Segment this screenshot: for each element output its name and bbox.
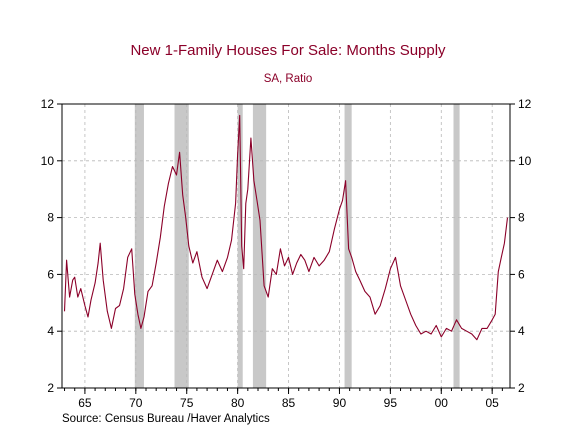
- y-tick-label: 12: [41, 97, 55, 111]
- x-tick-label: 85: [282, 396, 296, 410]
- x-tick-label: 05: [486, 396, 500, 410]
- x-axis: 65 70 75 80 85 90 95 00 05: [64, 388, 503, 410]
- recession-band: [252, 104, 267, 388]
- source-note: Source: Census Bureau /Haver Analytics: [62, 413, 270, 425]
- y-tick-label: 10: [41, 154, 55, 168]
- x-tick-label: 95: [384, 396, 398, 410]
- x-tick-label: 00: [435, 396, 449, 410]
- y-tick-label: 4: [47, 324, 54, 338]
- x-tick-label: 70: [129, 396, 143, 410]
- y-tick-label: 8: [47, 211, 54, 225]
- y-axis-left: 2 4 6 8 10 12: [41, 97, 62, 395]
- x-tick-label: 90: [333, 396, 347, 410]
- y-tick-label: 12: [518, 97, 532, 111]
- y-tick-label: 2: [518, 381, 525, 395]
- y-tick-label: 10: [518, 154, 532, 168]
- x-tick-label: 65: [78, 396, 92, 410]
- y-tick-label: 6: [47, 267, 54, 281]
- y-axis-right: 2 4 6 8 10 12: [510, 97, 532, 395]
- y-tick-label: 6: [518, 267, 525, 281]
- recession-band: [174, 104, 189, 388]
- series-line: [63, 114, 509, 341]
- chart-title: New 1-Family Houses For Sale: Months Sup…: [130, 42, 446, 59]
- recession-bands: [134, 104, 460, 388]
- x-tick-label: 75: [180, 396, 194, 410]
- y-tick-label: 2: [47, 381, 54, 395]
- recession-band: [134, 104, 144, 388]
- gridlines: [62, 104, 510, 388]
- chart-subtitle: SA, Ratio: [264, 73, 313, 85]
- plot-frame: [61, 103, 511, 389]
- recession-band: [453, 104, 460, 388]
- y-tick-label: 8: [518, 211, 525, 225]
- y-tick-label: 4: [518, 324, 525, 338]
- x-tick-label: 80: [231, 396, 245, 410]
- recession-band: [237, 104, 243, 388]
